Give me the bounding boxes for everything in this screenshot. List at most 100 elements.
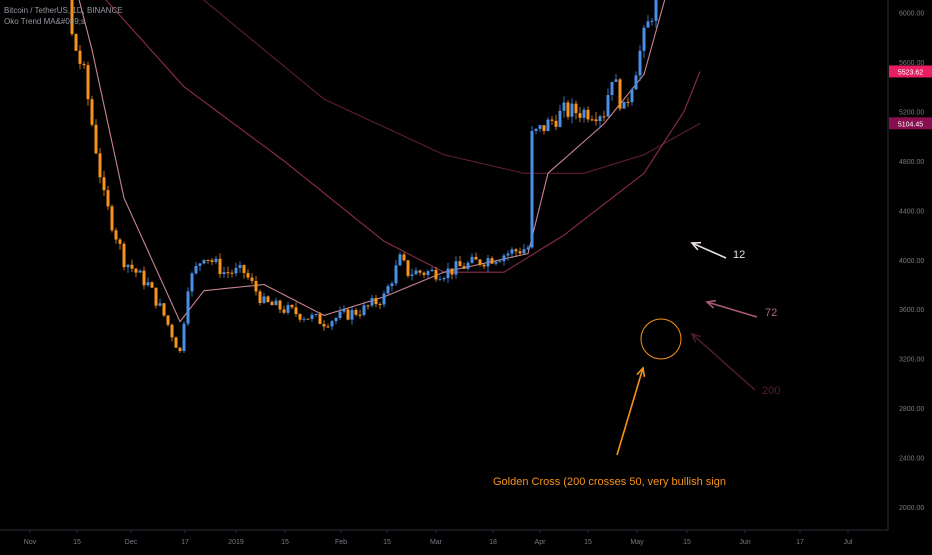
candle-body [598, 116, 602, 122]
candle-body [570, 103, 574, 117]
candle-body [230, 272, 234, 274]
candle-body [290, 305, 294, 308]
candle-body [398, 254, 402, 266]
candle-body [470, 256, 474, 263]
golden-cross-text: Golden Cross (200 crosses 50, very bulli… [493, 476, 726, 488]
candle-body [374, 298, 378, 305]
candle-body [630, 89, 634, 103]
candle-body [318, 313, 322, 324]
candle-body [194, 265, 198, 274]
candle-body [418, 270, 422, 273]
candle-body [354, 309, 358, 315]
candle-body [406, 260, 410, 276]
x-tick-label: May [630, 539, 644, 546]
candle-body [434, 269, 438, 280]
candle-body [202, 259, 206, 264]
arrow-ma12 [691, 242, 727, 259]
candle-body [646, 21, 650, 28]
x-tick-label: Jul [844, 539, 853, 546]
candle-body [430, 269, 434, 272]
candle-body [622, 101, 626, 109]
candle-body [146, 282, 150, 286]
candle-body [198, 263, 202, 266]
candle-body [110, 206, 114, 231]
y-tick-label: 5200.00 [899, 109, 924, 116]
arrow-ma200-head [690, 332, 701, 343]
candle-body [114, 230, 118, 240]
y-tick-label: 2000.00 [899, 505, 924, 512]
y-tick-label: 2800.00 [899, 406, 924, 413]
arrow-ma72 [706, 301, 758, 318]
candle-body [266, 296, 270, 302]
candle-body [138, 270, 142, 273]
candle-body [122, 243, 126, 268]
candle-body [154, 287, 158, 306]
candle-body [490, 258, 494, 264]
candle-body [326, 326, 330, 328]
symbol-title: Bitcoin / TetherUS, 1D, BINANCE [4, 6, 123, 15]
candle-body [466, 262, 470, 269]
y-tick-label: 3200.00 [899, 357, 924, 364]
ma72-line [105, 0, 701, 273]
candle-body [166, 315, 170, 325]
candle-body [422, 272, 426, 275]
candle-body [578, 113, 582, 118]
candle-body [362, 305, 366, 316]
candle-body [74, 34, 78, 51]
candle-body [462, 266, 466, 269]
candle-body [210, 260, 214, 262]
candle-body [582, 109, 586, 118]
candle-body [370, 298, 374, 306]
candle-body [566, 102, 570, 117]
candle-body [530, 131, 534, 248]
candle-body [454, 261, 458, 275]
label-72: 72 [765, 307, 777, 319]
candle-body [502, 255, 506, 262]
x-tick-label: Jun [739, 539, 750, 546]
candle-body [102, 177, 106, 191]
candle-body [550, 119, 554, 121]
candle-body [594, 119, 598, 122]
candle-body [518, 251, 522, 254]
candle-body [626, 101, 630, 103]
candle-body [522, 249, 526, 254]
candle-body [394, 265, 398, 284]
candle-body [474, 256, 478, 260]
candle-body [214, 258, 218, 262]
golden-cross-circle [640, 318, 682, 360]
candle-body [330, 321, 334, 327]
candle-body [222, 272, 226, 274]
x-tick-label: Nov [24, 539, 37, 546]
candle-body [390, 283, 394, 287]
candle-body [378, 304, 382, 306]
candle-body [322, 323, 326, 327]
candle-body [514, 249, 518, 252]
x-tick-label: Dec [125, 539, 138, 546]
y-tick-label: 6000.00 [899, 11, 924, 18]
candle-body [546, 119, 550, 131]
candle-body [650, 20, 654, 22]
x-tick-label: 2019 [228, 539, 244, 546]
x-tick-label: Mar [430, 539, 443, 546]
label-200: 200 [762, 385, 780, 397]
x-tick-label: 17 [796, 539, 804, 546]
candle-body [278, 300, 282, 310]
candle-body [450, 268, 454, 275]
candle-body [118, 239, 122, 244]
candle-body [314, 313, 318, 315]
x-tick-label: 15 [281, 539, 289, 546]
candle-body [190, 273, 194, 292]
ma200-price-tag: 5104.45 [898, 121, 923, 128]
candle-body [442, 278, 446, 280]
candle-body [262, 296, 266, 304]
candle-body [142, 270, 146, 286]
candle-body [498, 261, 502, 263]
candle-body [298, 314, 302, 320]
label-12: 12 [733, 249, 745, 261]
candle-body [410, 274, 414, 276]
candle-body [334, 317, 338, 322]
arrow-golden-cross-head [636, 366, 646, 378]
candle-body [226, 272, 230, 274]
candle-body [614, 79, 618, 82]
